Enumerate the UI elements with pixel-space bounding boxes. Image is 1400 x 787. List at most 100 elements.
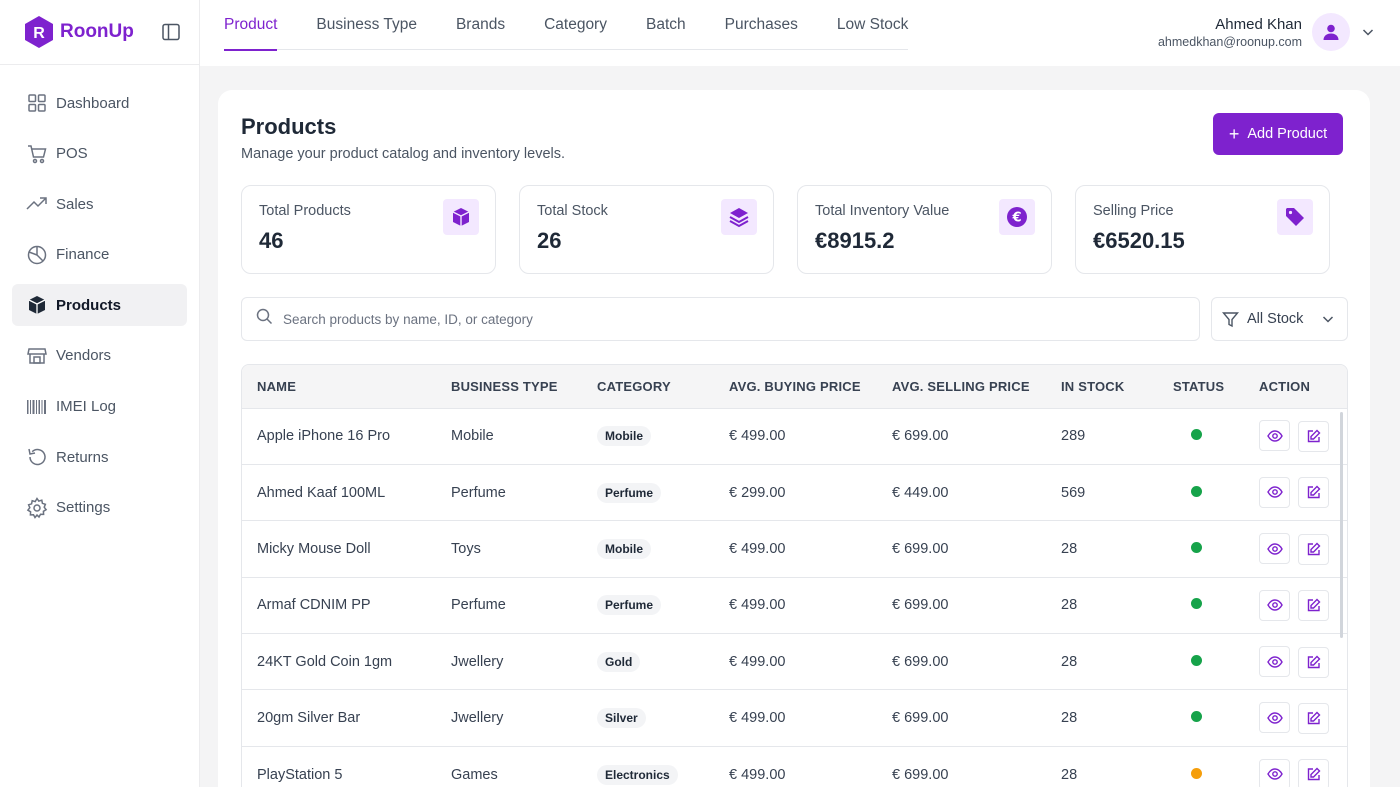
cell-category: Perfume	[582, 464, 714, 520]
stock-filter-dropdown[interactable]: All Stock	[1211, 297, 1348, 341]
sidebar-item-label: Dashboard	[56, 94, 130, 112]
euro-icon: €	[999, 199, 1035, 235]
tab-batch[interactable]: Batch	[645, 16, 686, 33]
stat-value: €6520.15	[1093, 228, 1185, 253]
cell-action	[1244, 521, 1347, 577]
filter-label: All Stock	[1247, 311, 1304, 327]
category-badge: Mobile	[597, 426, 651, 447]
edit-button[interactable]	[1298, 590, 1329, 622]
sidebar-item-label: Products	[56, 296, 122, 314]
status-dot	[1191, 711, 1202, 723]
tab-business-type[interactable]: Business Type	[316, 16, 417, 33]
table-row[interactable]: Micky Mouse Doll Toys Mobile € 499.00 € 699.…	[242, 521, 1347, 578]
sidebar-toggle-icon[interactable]	[161, 22, 181, 42]
cell-action	[1244, 408, 1347, 464]
edit-button[interactable]	[1298, 646, 1329, 678]
plus-icon: +	[1228, 124, 1240, 144]
view-button[interactable]	[1259, 646, 1290, 677]
column-header[interactable]: NAME	[242, 365, 436, 409]
user-icon	[1323, 24, 1339, 40]
sidebar-item-returns[interactable]: Returns	[12, 436, 187, 478]
cell-avg-selling-price: € 699.00	[892, 653, 949, 670]
view-button[interactable]	[1259, 702, 1290, 734]
table-row[interactable]: Apple iPhone 16 Pro Mobile Mobile € 499.00 €…	[242, 408, 1347, 465]
stat-value: 26	[537, 228, 562, 253]
edit-button[interactable]	[1298, 702, 1329, 734]
cell-category: Mobile	[582, 408, 714, 464]
cell-avg-buying-price: € 499.00	[729, 653, 786, 670]
sidebar-item-vendors[interactable]: Vendors	[12, 335, 187, 377]
tab-low-stock[interactable]: Low Stock	[836, 16, 909, 33]
stat-label: Total Inventory Value	[815, 203, 950, 219]
avatar[interactable]	[1312, 13, 1350, 51]
view-button[interactable]	[1259, 533, 1290, 565]
sidebar-item-settings[interactable]: Settings	[12, 487, 187, 529]
pie-icon	[26, 244, 48, 266]
edit-icon	[1306, 711, 1321, 726]
cell-avg-buying-price: € 499.00	[729, 428, 786, 445]
page-subtitle: Manage your product catalog and inventor…	[241, 146, 566, 162]
status-dot	[1191, 541, 1202, 553]
user-menu[interactable]: Ahmed Khan ahmedkhan@roonup.com	[1158, 13, 1376, 51]
column-header[interactable]: ACTION	[1244, 365, 1347, 409]
view-button[interactable]	[1259, 758, 1290, 787]
view-button[interactable]	[1259, 476, 1290, 508]
sidebar-item-label: Settings	[56, 499, 111, 517]
sidebar-item-finance[interactable]: Finance	[12, 234, 187, 276]
column-header[interactable]: AVG. SELLING PRICE	[877, 365, 1046, 409]
user-email: ahmedkhan@roonup.com	[1157, 34, 1302, 49]
column-header[interactable]: BUSINESS TYPE	[436, 365, 582, 409]
cell-status	[1158, 464, 1244, 520]
sidebar-item-dashboard[interactable]: Dashboard	[12, 82, 187, 124]
svg-text:R: R	[33, 25, 45, 42]
sidebar-item-pos[interactable]: POS	[12, 133, 187, 175]
cell-action	[1244, 634, 1347, 690]
column-header[interactable]: IN STOCK	[1046, 365, 1158, 409]
cell-in-stock: 28	[1061, 540, 1078, 557]
cube-icon	[443, 199, 479, 235]
status-dot	[1191, 485, 1202, 497]
user-name: Ahmed Khan	[1215, 15, 1302, 33]
edit-button[interactable]	[1298, 759, 1329, 787]
eye-icon	[1266, 484, 1283, 500]
cell-in-stock: 28	[1061, 597, 1078, 614]
table-scrollbar[interactable]	[1340, 412, 1343, 638]
topbar: Product Business Type Brands Category Ba…	[200, 0, 1400, 66]
table-row[interactable]: 24KT Gold Coin 1gm Jwellery Gold € 499.00 € …	[242, 634, 1347, 690]
chevron-down-icon	[1321, 312, 1335, 330]
table-row[interactable]: 20gm Silver Bar Jwellery Silver € 499.00 € 6…	[242, 690, 1347, 747]
cell-name: Micky Mouse Doll	[257, 540, 371, 557]
tab-brands[interactable]: Brands	[455, 16, 506, 33]
view-button[interactable]	[1259, 420, 1290, 452]
eye-icon	[1266, 766, 1283, 782]
tab-purchases[interactable]: Purchases	[724, 16, 798, 33]
table-row[interactable]: PlayStation 5 Games Electronics € 499.00 € 6…	[242, 746, 1347, 787]
view-button[interactable]	[1259, 589, 1290, 621]
brand-name: RoonUp	[60, 21, 134, 42]
chevron-down-icon[interactable]	[1360, 24, 1376, 40]
sidebar-item-sales[interactable]: Sales	[12, 183, 187, 225]
box-icon	[26, 294, 48, 316]
sidebar-nav: Dashboard POS Sales Finance Products Ven…	[0, 65, 199, 529]
column-header[interactable]: AVG. BUYING PRICE	[714, 365, 877, 409]
eye-icon	[1266, 597, 1283, 613]
sidebar-item-label: POS	[56, 145, 88, 163]
column-header[interactable]: CATEGORY	[582, 365, 714, 409]
add-product-button[interactable]: + Add Product	[1213, 113, 1343, 155]
products-card: Products Manage your product catalog and…	[218, 90, 1370, 787]
brand-logo[interactable]: R	[22, 15, 56, 49]
user-info: Ahmed Khan ahmedkhan@roonup.com	[1158, 16, 1302, 49]
tab-product[interactable]: Product	[224, 0, 278, 51]
sidebar-item-imei-log[interactable]: IMEI Log	[12, 386, 187, 428]
page-title: Products	[241, 114, 337, 139]
edit-button[interactable]	[1298, 420, 1329, 452]
edit-button[interactable]	[1298, 533, 1329, 565]
tab-category[interactable]: Category	[544, 16, 607, 33]
table-row[interactable]: Ahmed Kaaf 100ML Perfume Perfume € 299.00 € …	[242, 464, 1347, 521]
search-input[interactable]	[283, 311, 1163, 327]
column-header[interactable]: STATUS	[1158, 365, 1244, 409]
table-row[interactable]: Armaf CDNIM PP Perfume Perfume € 499.00 € 69…	[242, 577, 1347, 634]
edit-button[interactable]	[1298, 477, 1329, 509]
sidebar-item-products[interactable]: Products	[12, 284, 187, 327]
cell-category: Mobile	[582, 521, 714, 577]
